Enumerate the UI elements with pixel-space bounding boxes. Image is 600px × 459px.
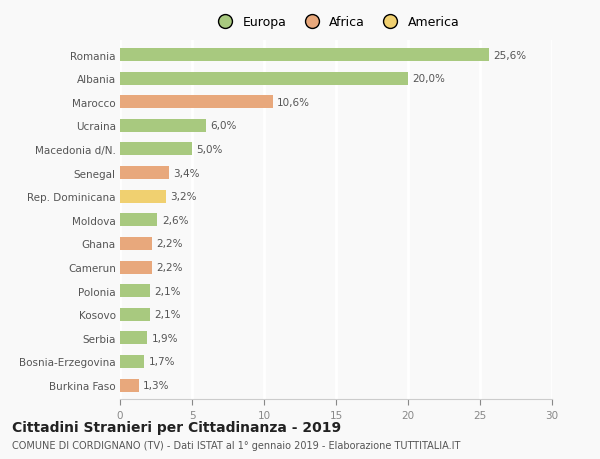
Text: 3,4%: 3,4%: [173, 168, 200, 178]
Bar: [120, 237, 152, 250]
Bar: [120, 167, 169, 179]
Bar: [120, 261, 152, 274]
Bar: [120, 285, 150, 297]
Text: 3,2%: 3,2%: [170, 192, 197, 202]
Text: 20,0%: 20,0%: [412, 74, 445, 84]
Bar: [120, 331, 148, 345]
Bar: [120, 214, 157, 227]
Bar: [120, 308, 150, 321]
Text: 1,7%: 1,7%: [149, 357, 175, 367]
Text: 10,6%: 10,6%: [277, 98, 310, 107]
Text: 1,3%: 1,3%: [143, 380, 170, 390]
Text: 25,6%: 25,6%: [493, 50, 526, 61]
Bar: [120, 143, 192, 156]
Legend: Europa, Africa, America: Europa, Africa, America: [210, 13, 462, 32]
Text: 6,0%: 6,0%: [211, 121, 237, 131]
Text: 1,9%: 1,9%: [152, 333, 178, 343]
Text: 2,2%: 2,2%: [156, 263, 182, 273]
Text: 5,0%: 5,0%: [196, 145, 223, 155]
Text: 2,2%: 2,2%: [156, 239, 182, 249]
Text: COMUNE DI CORDIGNANO (TV) - Dati ISTAT al 1° gennaio 2019 - Elaborazione TUTTITA: COMUNE DI CORDIGNANO (TV) - Dati ISTAT a…: [12, 440, 460, 450]
Text: 2,1%: 2,1%: [155, 286, 181, 296]
Bar: [120, 355, 145, 368]
Text: Cittadini Stranieri per Cittadinanza - 2019: Cittadini Stranieri per Cittadinanza - 2…: [12, 420, 341, 434]
Text: 2,1%: 2,1%: [155, 309, 181, 319]
Bar: [120, 379, 139, 392]
Text: 2,6%: 2,6%: [162, 215, 188, 225]
Bar: [120, 190, 166, 203]
Bar: [120, 96, 272, 109]
Bar: [120, 73, 408, 85]
Bar: [120, 120, 206, 133]
Bar: [120, 49, 488, 62]
